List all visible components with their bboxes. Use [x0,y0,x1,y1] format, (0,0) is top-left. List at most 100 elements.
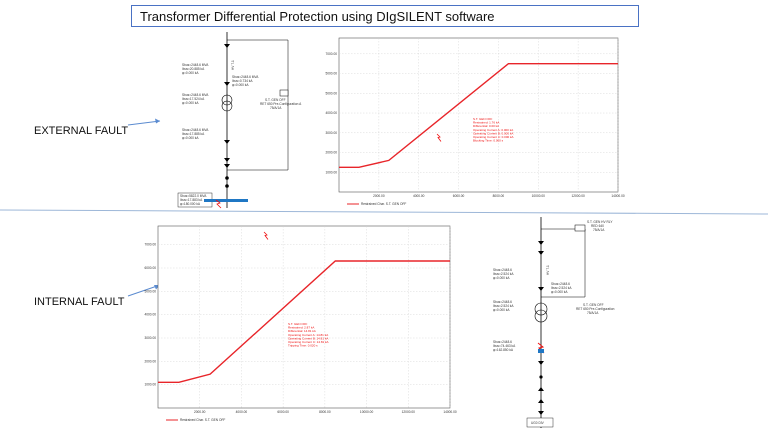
sld-top-hv-flow-3: φ=0.000 kA [182,71,199,75]
y-tick-label: 2000.00 [144,359,156,363]
sld-top-fault-3: φ=180.000 kA [180,202,201,206]
annotation-line: Operating Current B: 0.000 kA [473,131,513,135]
annotation-line: S.T. GEN OFF [288,322,308,326]
x-tick-label: 12000.00 [402,410,416,414]
annotation-line: Operating Current C: 0.000 kA [473,135,514,139]
series-line [158,260,450,384]
sld-bottom-hv-flow-2: Ibus=2.524 kA [493,272,514,276]
y-tick-label: 5000.00 [325,91,337,95]
sld-bottom-bus-label: HV 7.1 [546,265,550,275]
sld-top-lv-side-1: Sbus=2448.6 MVA [182,93,209,97]
breaker-icon [224,158,230,162]
relay-box [279,89,289,97]
chart-bottom: 2000.00 4000.00 6000.00 8000.00 10000.00 1200… [144,225,457,422]
sld-top-lv-flow-3: φ=0.000 kA [232,83,249,87]
x-tick-label: 8000.00 [493,194,505,198]
sld-top-gen-side-3: φ=0.000 kA [182,136,199,140]
y-tick-label: 5000.00 [325,72,337,76]
x-tick-label: 2000.00 [194,410,206,414]
plot-area [157,225,451,409]
y-tick-label: 1000.00 [144,383,156,387]
breaker-icon [538,241,544,245]
sld-top-hv-flow-1: Sbus=2448.6 MVA [182,63,209,67]
annotation-line: Operating Current A: 0.000 kA [473,128,513,132]
sld-top-lv-side-3: φ=0.000 kA [182,101,199,105]
sld-top-hv-flow-2: Ibus=20.885 kA [182,67,205,71]
x-tick-label: 6000.00 [277,410,289,414]
plot-area [338,37,619,193]
y-tick-label: 1000.00 [325,170,337,174]
y-tick-label: 7000.00 [144,243,156,247]
y-tick-label: 3000.00 [144,336,156,340]
sld-bottom-lv-side-2: Ibus=74.463 kA [493,344,516,348]
sld-top-bus [226,32,289,208]
annotation-line: Operating Current A: 14.81 kA [288,333,328,337]
annotation-line: Blocking Time: 0.000 s [473,139,504,143]
breaker-icon [224,82,230,86]
breaker-icon [538,287,544,291]
sld-bottom-gen-side-3: φ=0.000 kA [493,308,510,312]
sld-bottom-relay-1: S.T. GEN HV RLY [587,220,613,224]
sld-bottom-hv-flow-1: Sbus=2448.6 [493,268,512,272]
y-tick-label: 2000.00 [325,151,337,155]
sld-top-lv-flow-2: Ibus=0.734 kA [232,79,253,83]
sld-bottom-transformer-1: S.T. GEN OFF [583,303,604,307]
sld-bottom-lv-side-3: φ=162.850 kA [493,348,514,352]
breaker-icon [224,44,230,48]
sld-bottom-gen-side-1: Sbus=2448.6 [493,300,512,304]
external-fault-label: EXTERNAL FAULT [34,125,129,137]
x-tick-label: 4000.00 [236,410,248,414]
sld-bottom-bottom-label: UG0 DIV [531,421,545,425]
transformer-icon [534,302,548,323]
x-tick-label: 6000.00 [453,194,465,198]
y-tick-label: 4000.00 [325,111,337,115]
x-tick-label: 2000.00 [373,194,385,198]
bottom-box [526,417,554,428]
y-tick-label: 6000.00 [144,266,156,270]
sld-top-lv-flow-1: Sbus=2448.6 MVA [232,75,259,79]
breaker-icon [224,164,230,168]
page-title: Transformer Differential Protection usin… [131,5,639,27]
legend-label: Restrained Char. S.T. GEN OFF [361,202,406,206]
sld-top-fault-1: Sbus=5822.0 MVA [180,194,207,198]
x-tick-label: 12000.00 [571,194,585,198]
sld-bottom-transformer-3: 75/A/1A [587,311,599,315]
node-icon [225,184,229,188]
sld-bottom-transformer-2: RET 650 Pre-Configuration [576,307,615,311]
fault-lightning-icon [263,231,269,240]
sld-bottom-lv-side-1: Sbus=2448.6 [493,340,512,344]
transformer-icon [221,94,233,112]
annotation-line: Differential: 0.00 kA [473,124,499,128]
x-tick-label: 14000.00 [611,194,625,198]
sld-bottom-hv-flow-3: φ=0.000 kA [493,276,510,280]
sld-top-bus-label: HV 7.1 [231,60,235,70]
internal-fault-label: INTERNAL FAULT [34,296,125,308]
y-tick-label: 3000.00 [325,131,337,135]
y-tick-label: 7000.00 [325,52,337,56]
breaker-icon [538,251,544,255]
legend-label: Restrained Char. S.T. GEN OFF [180,418,225,422]
sld-bottom-relay-2: RED 640 [591,224,604,228]
sld-top-fault-2: Ibus=17.883 kA [180,198,203,202]
chart-top: 2000.00 4000.00 6000.00 8000.00 10000.00 1200… [325,37,625,206]
annotation-line: Tripping Time: 0.020 s [288,344,318,348]
node-icon [539,375,543,379]
breaker-blue [538,349,544,353]
sld-top-gen-side-1: Sbus=2448.6 MVA [182,128,209,132]
sld-top-lv-side-2: Ibus=17.524 kA [182,97,205,101]
fault-lightning-icon [215,199,222,209]
annotation-line: Operating Current C: 14.81 kA [288,340,329,344]
breaker-icon [538,411,544,415]
sld-top-transformer-3: 75/A/1A [270,106,282,110]
sld-top-transformer-2: RET 650 Pre-Configuration A [260,102,302,106]
series-line [339,62,618,169]
annotation-line: Differential: 14.81 kA [288,329,316,333]
breaker-icon [224,140,230,144]
annotation-line: Restrained: 2.87 kA [288,326,314,330]
sld-bottom-lv-flow-1: Sbus=2448.6 [551,282,570,286]
breaker-icon [538,387,544,391]
sld-bottom-relay-3: 75/A/1A [593,228,605,232]
sld-bottom-gen-side-2: Ibus=2.524 kA [493,304,514,308]
y-tick-label: 5000.00 [144,289,156,293]
